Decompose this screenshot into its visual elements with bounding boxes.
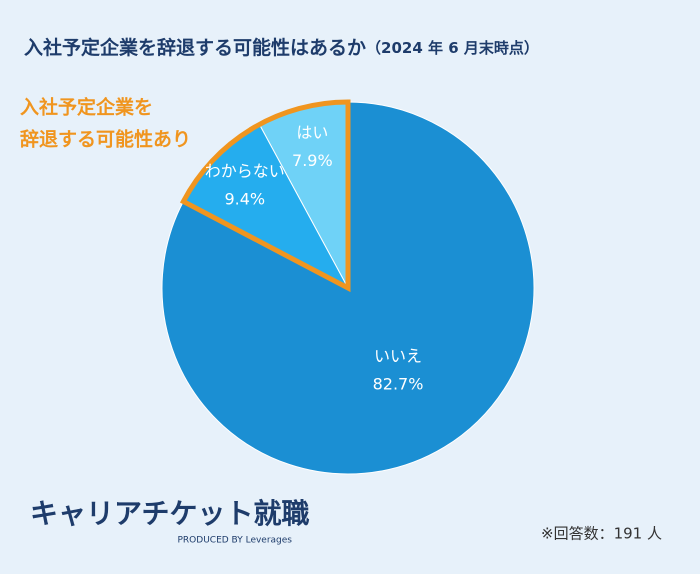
chart-title: 入社予定企業を辞退する可能性はあるか — [24, 36, 366, 59]
chart-heading: 入社予定企業を辞退する可能性はあるか（2024 年 6 月末時点） — [24, 36, 539, 59]
slice-label: いいえ — [374, 346, 422, 365]
logo-tagline: PRODUCED BY Leverages — [178, 536, 293, 546]
slice-label: はい — [296, 123, 328, 142]
slice-label: わからない — [205, 162, 285, 181]
note: ※回答数：191 人 — [541, 525, 662, 543]
annotation: 辞退する可能性あり — [20, 128, 191, 151]
value-label: 82.7% — [373, 374, 424, 393]
highlight-outline — [179, 99, 351, 293]
annotation: 入社予定企業を — [20, 96, 153, 119]
value-label: 7.9% — [292, 151, 333, 170]
logo: キャリアチケット就職 — [30, 497, 309, 530]
chart-subtitle: （2024 年 6 月末時点） — [366, 39, 539, 57]
value-label: 9.4% — [224, 190, 265, 209]
